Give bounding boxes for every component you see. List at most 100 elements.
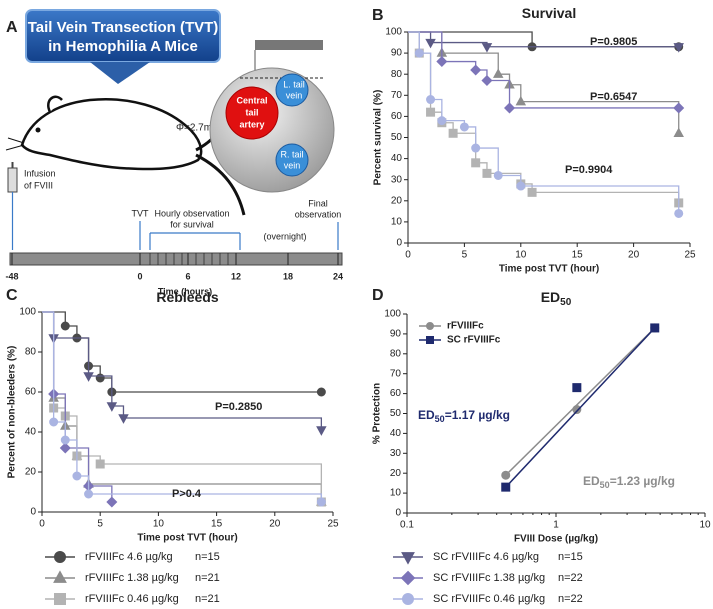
- legend-n: n=21: [195, 593, 220, 605]
- left-vein: [275, 73, 309, 107]
- vein-label: vein: [286, 90, 303, 100]
- infusion-label: of FVIII: [24, 180, 53, 190]
- marker: [481, 43, 493, 53]
- marker: [572, 383, 582, 393]
- annotation-text: ED: [583, 474, 600, 488]
- x-tick-label: 5: [97, 519, 103, 530]
- callout-pointer: [90, 62, 150, 84]
- annotation: P=0.6547: [590, 91, 637, 103]
- y-tick-label: 70: [390, 368, 402, 379]
- mouse-ear: [47, 95, 63, 113]
- legend-label: SC rFVIIIFc 1.38 µg/kg: [433, 572, 545, 584]
- artery-label: Central: [236, 95, 267, 105]
- panel-a: A Tail Vein Transection (TVT) in Hemophi…: [5, 9, 343, 296]
- annotation-sub: 50: [435, 414, 445, 424]
- marker: [481, 75, 493, 87]
- survival-curve: [408, 31, 680, 203]
- marker: [95, 373, 105, 383]
- fit-line: [505, 327, 656, 476]
- marker: [471, 143, 481, 153]
- annotation-text: ED: [418, 408, 435, 422]
- survival-curve: [408, 31, 679, 48]
- legend-n: n=22: [558, 572, 583, 584]
- timeline-bar: [9, 252, 343, 266]
- marker: [482, 168, 492, 178]
- marker: [436, 56, 448, 68]
- marker: [53, 570, 67, 583]
- x-tick-label: 5: [462, 250, 468, 261]
- x-tick-label: 0.1: [400, 520, 414, 531]
- survival-curve: [42, 311, 323, 502]
- marker: [504, 102, 516, 114]
- timeline-tick-label: 6: [185, 271, 190, 281]
- survival-curve: [42, 311, 322, 393]
- y-tick-label: 100: [384, 309, 401, 320]
- marker: [492, 68, 504, 78]
- whiskers: [5, 137, 25, 151]
- marker: [425, 38, 436, 49]
- marker: [316, 426, 327, 436]
- fit-line: [505, 327, 656, 488]
- overnight-label: (overnight): [263, 231, 306, 241]
- x-tick-label: 10: [699, 520, 711, 531]
- marker: [118, 414, 129, 424]
- marker: [414, 48, 424, 58]
- y-tick-label: 20: [390, 468, 402, 479]
- y-tick-label: 90: [391, 48, 403, 59]
- legend-n: n=15: [558, 551, 583, 563]
- marker: [106, 402, 118, 412]
- final-label: Final: [308, 198, 328, 208]
- marker: [493, 170, 503, 180]
- hourly-label: for survival: [170, 219, 214, 229]
- timeline-tick-label: 0: [137, 271, 142, 281]
- marker: [674, 208, 684, 218]
- legend-n: n=22: [558, 593, 583, 605]
- y-tick-label: 0: [395, 508, 401, 519]
- artery-label: artery: [239, 119, 264, 129]
- y-tick-label: 70: [391, 90, 403, 101]
- annotation: P=0.9805: [590, 36, 637, 48]
- y-tick-label: 50: [390, 408, 402, 419]
- y-tick-label: 30: [390, 448, 402, 459]
- timeline-tick-label: 12: [231, 271, 241, 281]
- right-vein: [275, 143, 309, 177]
- marker: [426, 107, 436, 117]
- legend-label: rFVIIIFc: [447, 321, 484, 332]
- y-tick-label: 60: [391, 111, 403, 122]
- hourly-label: Hourly observation: [154, 208, 229, 218]
- marker: [501, 482, 511, 492]
- marker: [426, 322, 434, 330]
- legend-label: SC rFVIIIFc: [447, 335, 501, 346]
- vein-label: R. tail: [280, 149, 303, 159]
- survival-curve: [42, 311, 323, 430]
- marker: [400, 570, 416, 586]
- marker: [471, 158, 481, 168]
- infusion-label: Infusion: [24, 168, 56, 178]
- x-tick-label: 10: [515, 250, 527, 261]
- y-tick-label: 10: [390, 488, 402, 499]
- panel-letter: C: [6, 287, 18, 304]
- marker: [72, 471, 82, 481]
- y-tick-label: 80: [391, 69, 403, 80]
- marker: [84, 489, 94, 499]
- x-tick-label: 20: [269, 519, 281, 530]
- survival-curve: [408, 31, 679, 109]
- marker: [501, 470, 511, 480]
- x-tick-label: 1: [553, 520, 559, 531]
- y-tick-label: 40: [25, 427, 37, 438]
- syringe: [7, 167, 18, 193]
- marker: [527, 187, 537, 197]
- y-axis-label: % Protection: [372, 383, 383, 444]
- vein-label: L. tail: [283, 79, 305, 89]
- scale-bar: [255, 40, 323, 50]
- y-tick-label: 60: [390, 388, 402, 399]
- marker: [316, 497, 326, 507]
- annotation: P=0.9904: [565, 164, 613, 176]
- chart-title: ED50: [541, 289, 572, 308]
- marker: [448, 128, 458, 138]
- artery-label: tail: [245, 107, 258, 117]
- title-text: ED: [541, 289, 560, 305]
- marker: [54, 551, 66, 563]
- legend-label: SC rFVIIIFc 4.6 µg/kg: [433, 551, 539, 563]
- marker: [59, 442, 71, 454]
